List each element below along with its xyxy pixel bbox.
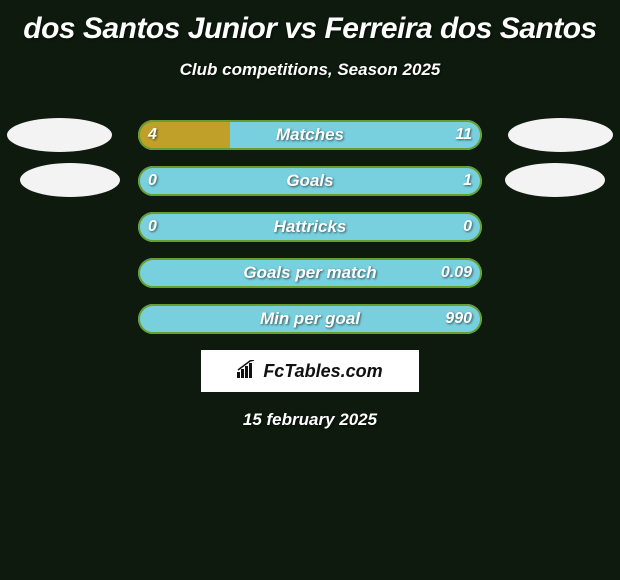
stat-row: 0Goals1 (0, 166, 620, 196)
stat-right-value: 0.09 (441, 258, 472, 288)
bar-chart-icon (237, 360, 259, 383)
stat-right-value: 990 (445, 304, 472, 334)
stat-bar: Min per goal990 (138, 304, 482, 334)
stats-rows: 4Matches11 0Goals1 0Hattricks0 Goals per ma… (0, 120, 620, 334)
subtitle: Club competitions, Season 2025 (0, 60, 620, 80)
stat-bar: 4Matches11 (138, 120, 482, 150)
player-left-avatar (7, 118, 112, 152)
bar-right-fill (138, 212, 482, 242)
stat-left-value: 0 (148, 166, 157, 196)
stat-right-value: 1 (463, 166, 472, 196)
logo-text: FcTables.com (263, 361, 382, 382)
stat-bar: 0Hattricks0 (138, 212, 482, 242)
stat-left-value: 4 (148, 120, 157, 150)
stat-row: 4Matches11 (0, 120, 620, 150)
comparison-card: dos Santos Junior vs Ferreira dos Santos… (0, 0, 620, 580)
bar-right-fill (138, 304, 482, 334)
stat-bar: 0Goals1 (138, 166, 482, 196)
stat-right-value: 0 (463, 212, 472, 242)
page-title: dos Santos Junior vs Ferreira dos Santos (0, 0, 620, 46)
stat-bar: Goals per match0.09 (138, 258, 482, 288)
source-logo: FcTables.com (201, 350, 419, 392)
bar-right-fill (138, 258, 482, 288)
date-label: 15 february 2025 (0, 410, 620, 430)
stat-left-value: 0 (148, 212, 157, 242)
bar-right-fill (138, 166, 482, 196)
stat-right-value: 11 (455, 120, 472, 150)
stat-row: Min per goal990 (0, 304, 620, 334)
stat-row: 0Hattricks0 (0, 212, 620, 242)
stat-row: Goals per match0.09 (0, 258, 620, 288)
player-right-avatar (505, 163, 605, 197)
player-right-avatar (508, 118, 613, 152)
player-left-avatar (20, 163, 120, 197)
